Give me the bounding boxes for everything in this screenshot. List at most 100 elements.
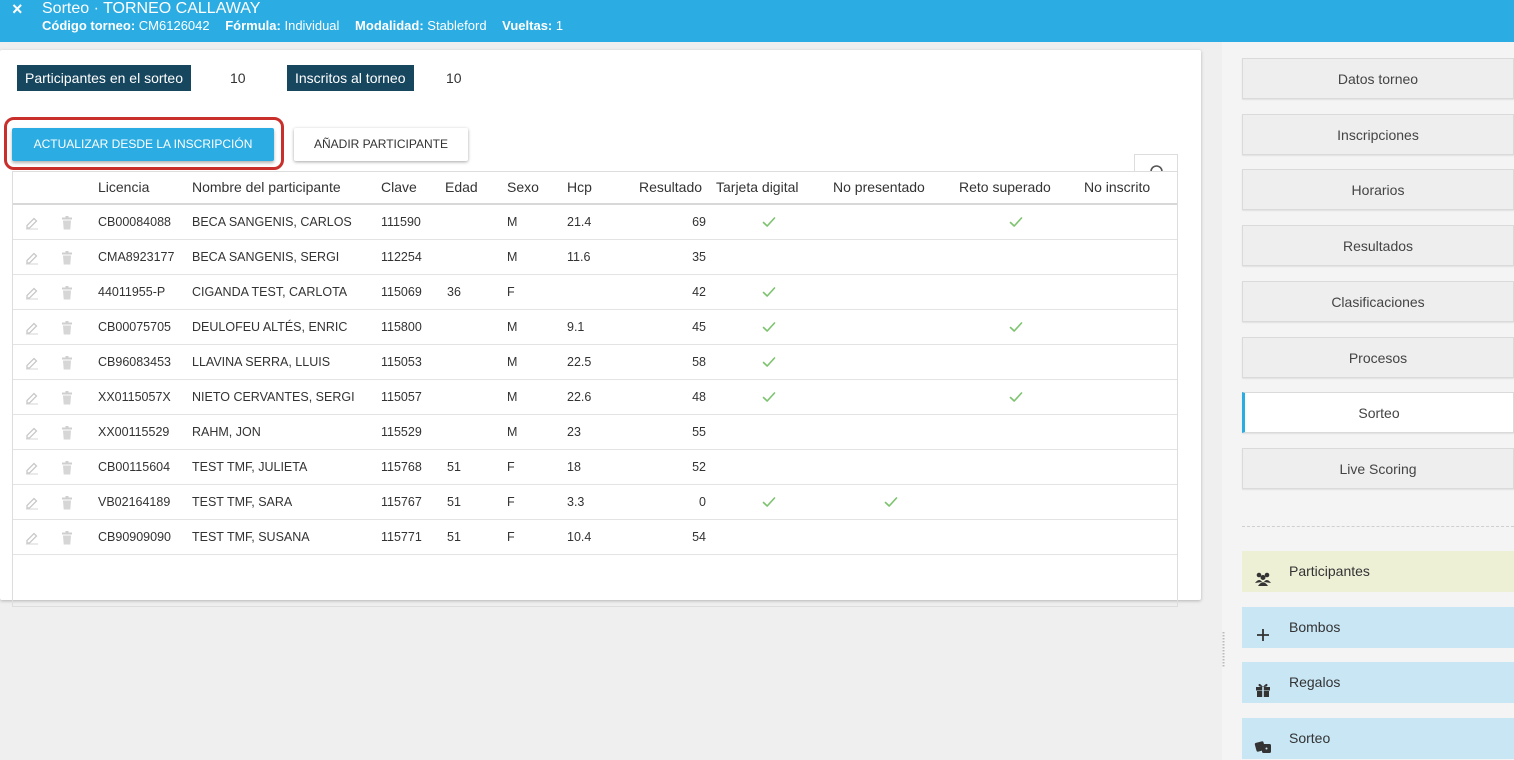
- edit-icon[interactable]: [25, 391, 39, 410]
- trash-icon[interactable]: [61, 496, 73, 515]
- table-row[interactable]: CB00084088 BECA SANGENIS, CARLOS 111590 M 21…: [13, 205, 1177, 240]
- trash-icon[interactable]: [61, 251, 73, 270]
- cell-licencia: CB00075705: [98, 320, 171, 334]
- cell-clave: 115771: [381, 530, 422, 544]
- tool-bombos[interactable]: Bombos: [1242, 606, 1514, 648]
- trash-icon[interactable]: [61, 321, 73, 340]
- col-reto-superado[interactable]: Reto superado: [959, 179, 1051, 195]
- table-row[interactable]: CB96083453 LLAVINA SERRA, LLUIS 115053 M 22.…: [13, 345, 1177, 380]
- registered-counter-label: Inscritos al torneo: [287, 65, 414, 91]
- cell-clave: 115057: [381, 390, 422, 404]
- cell-edad: 51: [447, 530, 461, 544]
- col-tarjeta-digital[interactable]: Tarjeta digital: [716, 179, 799, 195]
- sidebar-item-procesos[interactable]: Procesos: [1242, 336, 1514, 378]
- sidebar-item-resultados[interactable]: Resultados: [1242, 225, 1514, 267]
- cell-nombre: BECA SANGENIS, SERGI: [192, 250, 340, 264]
- sidebar-item-sorteo[interactable]: Sorteo: [1242, 392, 1514, 434]
- edit-icon[interactable]: [25, 216, 39, 235]
- cell-nombre: NIETO CERVANTES, SERGI: [192, 390, 355, 404]
- cell-resultado: 45: [692, 320, 706, 334]
- cell-sexo: F: [507, 285, 515, 299]
- cell-resultado: 69: [692, 215, 706, 229]
- edit-icon[interactable]: [25, 356, 39, 375]
- tool-label: Regalos: [1289, 674, 1341, 691]
- check-icon-tarjeta: [762, 215, 776, 233]
- resize-handle[interactable]: [1222, 632, 1225, 668]
- gift-icon: [1254, 674, 1272, 698]
- col-clave[interactable]: Clave: [381, 179, 417, 195]
- cell-clave: 115767: [381, 495, 422, 509]
- cell-licencia: VB02164189: [98, 495, 171, 509]
- col-no-inscrito[interactable]: No inscrito: [1084, 179, 1151, 195]
- trash-icon[interactable]: [61, 391, 73, 410]
- edit-icon[interactable]: [25, 286, 39, 305]
- close-icon[interactable]: ×: [12, 0, 23, 19]
- cell-licencia: XX0115057X: [98, 390, 171, 404]
- table-row[interactable]: CB90909090 TEST TMF, SUSANA 115771 51 F 10.4 5…: [13, 520, 1177, 555]
- cell-hcp: 23: [567, 425, 581, 439]
- table-row[interactable]: VB02164189 TEST TMF, SARA 115767 51 F 3.3 0: [13, 485, 1177, 520]
- sidebar-divider: [1242, 526, 1514, 527]
- col-hcp[interactable]: Hcp: [567, 179, 592, 195]
- sidebar-item-datos-torneo[interactable]: Datos torneo: [1242, 58, 1514, 99]
- meta-mode-value: Stableford: [427, 18, 487, 33]
- cell-resultado: 48: [692, 390, 706, 404]
- cell-clave: 115529: [381, 425, 422, 439]
- cell-resultado: 42: [692, 285, 706, 299]
- col-nombre[interactable]: Nombre del participante: [192, 179, 341, 195]
- add-participant-button[interactable]: AÑADIR PARTICIPANTE: [294, 128, 468, 161]
- trash-icon[interactable]: [61, 426, 73, 445]
- meta-rounds-label: Vueltas:: [502, 18, 553, 33]
- cell-clave: 111590: [381, 215, 421, 229]
- col-no-presentado[interactable]: No presentado: [833, 179, 925, 195]
- cell-nombre: LLAVINA SERRA, LLUIS: [192, 355, 331, 369]
- cell-nombre: TEST TMF, SUSANA: [192, 530, 310, 544]
- update-from-registration-button[interactable]: ACTUALIZAR DESDE LA INSCRIPCIÓN: [12, 128, 274, 161]
- col-licencia[interactable]: Licencia: [98, 179, 150, 195]
- tool-sorteo[interactable]: Sorteo: [1242, 718, 1514, 760]
- table-row[interactable]: XX0115057X NIETO CERVANTES, SERGI 115057 M 2…: [13, 380, 1177, 415]
- trash-icon[interactable]: [61, 286, 73, 305]
- cell-hcp: 22.5: [567, 355, 592, 369]
- cell-sexo: M: [507, 320, 518, 334]
- trash-icon[interactable]: [61, 356, 73, 375]
- trash-icon[interactable]: [61, 461, 73, 480]
- edit-icon[interactable]: [25, 531, 39, 550]
- table-row[interactable]: CMA8923177 BECA SANGENIS, SERGI 112254 M 11.…: [13, 240, 1177, 275]
- check-icon-reto: [1009, 320, 1023, 338]
- cell-resultado: 58: [692, 355, 706, 369]
- col-sexo[interactable]: Sexo: [507, 179, 539, 195]
- col-edad[interactable]: Edad: [445, 179, 478, 195]
- sidebar-item-inscripciones[interactable]: Inscripciones: [1242, 113, 1514, 155]
- page-title: Sorteo · TORNEO CALLAWAY: [42, 0, 261, 17]
- cell-hcp: 21.4: [567, 215, 592, 229]
- table-row[interactable]: CB00115604 TEST TMF, JULIETA 115768 51 F 18 52: [13, 450, 1177, 485]
- trash-icon[interactable]: [61, 531, 73, 550]
- sidebar-item-horarios[interactable]: Horarios: [1242, 169, 1514, 211]
- sidebar-item-clasificaciones[interactable]: Clasificaciones: [1242, 280, 1514, 322]
- edit-icon[interactable]: [25, 426, 39, 445]
- edit-icon[interactable]: [25, 251, 39, 270]
- edit-icon[interactable]: [25, 461, 39, 480]
- table-row[interactable]: 44011955-P CIGANDA TEST, CARLOTA 115069 36 F…: [13, 275, 1177, 310]
- tool-regalos[interactable]: Regalos: [1242, 662, 1514, 704]
- cell-licencia: CB00084088: [98, 215, 171, 229]
- edit-icon[interactable]: [25, 496, 39, 515]
- check-icon-reto: [1009, 390, 1023, 408]
- meta-formula-label: Fórmula:: [225, 18, 281, 33]
- tool-participantes[interactable]: Participantes: [1242, 551, 1514, 592]
- cell-sexo: M: [507, 355, 518, 369]
- edit-icon[interactable]: [25, 321, 39, 340]
- participants-counter-value: 10: [230, 70, 246, 86]
- meta-code-value: CM6126042: [138, 18, 210, 33]
- trash-icon[interactable]: [61, 216, 73, 235]
- table-row[interactable]: CB00075705 DEULOFEU ALTÉS, ENRIC 115800 M 9.…: [13, 310, 1177, 345]
- col-resultado[interactable]: Resultado: [639, 179, 703, 195]
- sidebar-item-live-scoring[interactable]: Live Scoring: [1242, 447, 1514, 489]
- table-row[interactable]: XX00115529 RAHM, JON 115529 M 23 55: [13, 415, 1177, 450]
- cell-licencia: CB90909090: [98, 530, 171, 544]
- dice-icon: [1254, 730, 1272, 754]
- check-icon-tarjeta: [762, 390, 776, 408]
- check-icon-tarjeta: [762, 355, 776, 373]
- cell-nombre: TEST TMF, SARA: [192, 495, 293, 509]
